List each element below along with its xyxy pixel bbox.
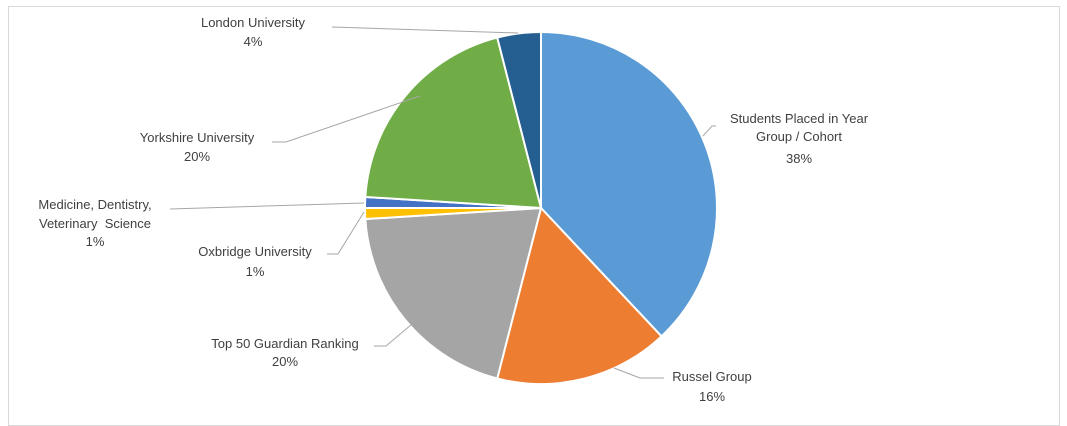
pie-slice xyxy=(496,30,542,209)
slice-label: Medicine, Dentistry, xyxy=(38,197,151,212)
slice-percent-label: 38% xyxy=(786,151,812,166)
slice-label: Veterinary Science xyxy=(39,216,151,231)
slice-label: London University xyxy=(201,15,306,30)
pie-chart: Students Placed in Year Group / Cohort 38%… xyxy=(38,15,868,403)
slice-label: Students Placed in Year xyxy=(730,111,869,126)
slice-label: Oxbridge University xyxy=(198,244,312,259)
slice-percent-label: 1% xyxy=(86,234,105,249)
pie-slice xyxy=(496,205,663,385)
slice-percent-label: 16% xyxy=(699,389,725,403)
slice-percent-label: 1% xyxy=(246,264,265,279)
pie-slice xyxy=(540,30,718,338)
leader-line xyxy=(702,125,716,137)
slice-label: Group / Cohort xyxy=(756,129,842,144)
leader-line xyxy=(272,95,421,143)
leader-line xyxy=(374,323,413,347)
pie-slice xyxy=(364,36,543,210)
slice-label: Yorkshire University xyxy=(140,130,255,145)
slice-label: Russel Group xyxy=(672,369,751,384)
pie-slices xyxy=(363,30,718,385)
pie-labels: Students Placed in Year Group / Cohort 38%… xyxy=(38,15,868,403)
leader-line xyxy=(613,367,664,379)
pie-slice xyxy=(364,206,543,380)
slice-percent-label: 4% xyxy=(244,34,263,49)
slice-percent-label: 20% xyxy=(184,149,210,164)
slice-percent-label: 20% xyxy=(272,354,298,369)
slice-label: Top 50 Guardian Ranking xyxy=(211,336,358,351)
leader-line xyxy=(169,202,365,210)
leader-line xyxy=(331,26,519,34)
leader-line xyxy=(327,211,365,255)
